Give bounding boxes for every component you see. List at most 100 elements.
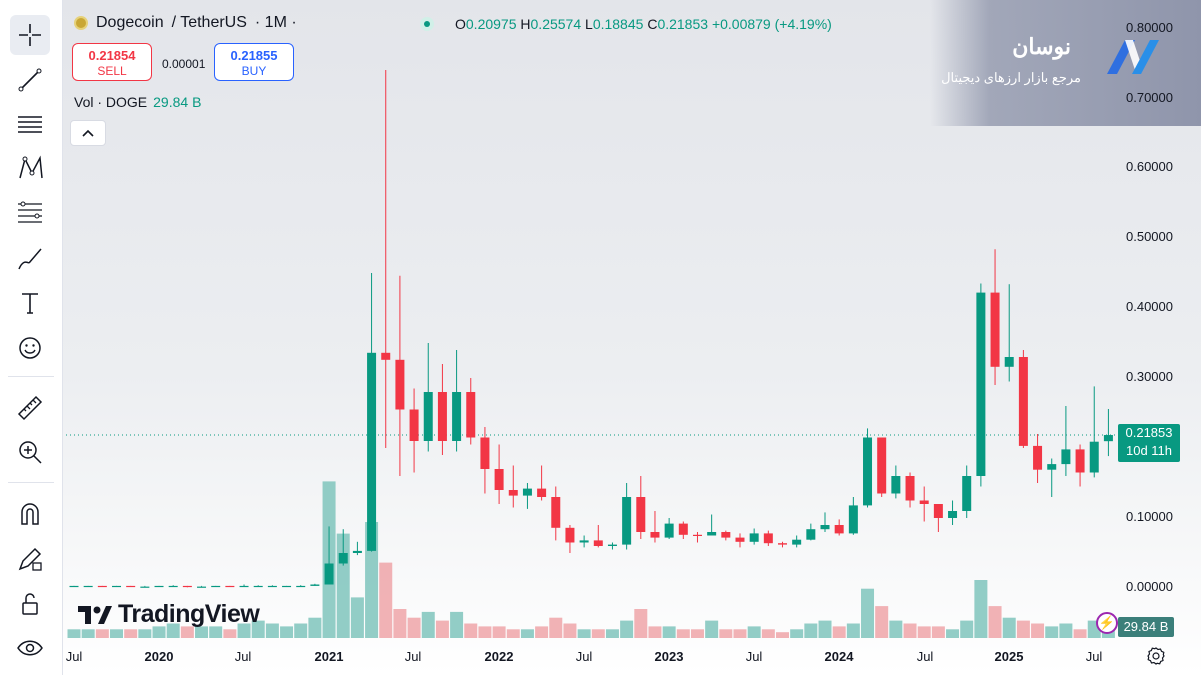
volume-bar xyxy=(761,629,775,638)
candle-body xyxy=(239,585,249,588)
pattern-icon[interactable] xyxy=(10,148,50,188)
volume-bar xyxy=(832,626,846,638)
symbol-name[interactable]: Dogecoin xyxy=(96,14,164,31)
volume-tag: 29.84 B xyxy=(1118,617,1174,637)
volume-bar xyxy=(478,626,492,638)
volume-bar xyxy=(138,629,152,638)
brush-icon[interactable] xyxy=(10,238,50,278)
collapse-legend-button[interactable] xyxy=(70,120,106,146)
volume-bar xyxy=(875,606,889,638)
volume-bar xyxy=(577,629,591,638)
volume-bar xyxy=(520,629,534,638)
crosshair-icon[interactable] xyxy=(10,15,50,55)
lightning-icon[interactable]: ⚡ xyxy=(1096,612,1118,634)
text-icon[interactable] xyxy=(10,283,50,323)
x-axis-label: Jul xyxy=(745,649,763,664)
candle-body xyxy=(508,490,518,496)
volume-bar xyxy=(365,522,379,638)
candle-body xyxy=(253,585,263,588)
volume-bar xyxy=(251,620,265,638)
volume-bar xyxy=(903,623,917,638)
volume-bar xyxy=(265,623,279,638)
candle-body xyxy=(409,409,419,441)
candle-body xyxy=(806,529,816,540)
candle-body xyxy=(565,527,575,543)
y-axis-label: 0.30000 xyxy=(1126,369,1173,384)
candle-body xyxy=(126,585,136,588)
volume-bar xyxy=(719,629,733,638)
candle-body xyxy=(721,532,731,538)
candle-body xyxy=(267,585,277,588)
candle-body xyxy=(423,392,433,441)
symbol-interval[interactable]: · 1M · xyxy=(254,14,297,31)
symbol-quote[interactable]: / TetherUS xyxy=(171,14,247,31)
volume-bar xyxy=(662,626,676,638)
candle-body xyxy=(962,476,972,511)
x-axis-label: 2020 xyxy=(144,649,174,664)
candle-body xyxy=(607,544,617,546)
volume-bar xyxy=(506,629,520,638)
sell-button[interactable]: 0.21854 SELL xyxy=(72,43,152,81)
lock-drawing-icon[interactable] xyxy=(10,539,50,579)
volume-bar xyxy=(846,623,860,638)
ruler-icon[interactable] xyxy=(10,388,50,428)
dogecoin-icon xyxy=(74,16,88,30)
volume-bar xyxy=(294,623,308,638)
volume-legend[interactable]: Vol · DOGE 29.84 B xyxy=(74,94,201,110)
volume-bar xyxy=(166,623,180,638)
candle-body xyxy=(990,292,1000,367)
candle-body xyxy=(83,585,93,588)
candle-body xyxy=(891,476,901,494)
x-axis-label: 2022 xyxy=(484,649,514,664)
volume-bar xyxy=(705,620,719,638)
buy-button[interactable]: 0.21855 BUY xyxy=(214,43,294,81)
volume-bar xyxy=(407,617,421,638)
candle-body xyxy=(1103,435,1113,442)
volume-bar xyxy=(605,629,619,638)
current-price-tag: 0.21853 10d 11h xyxy=(1118,424,1180,462)
volume-bar xyxy=(379,562,393,638)
volume-bar xyxy=(747,626,761,638)
volume-label: Vol · DOGE xyxy=(74,94,148,110)
x-axis-label: Jul xyxy=(575,649,593,664)
eye-icon[interactable] xyxy=(10,628,50,668)
candle-body xyxy=(820,525,830,530)
x-axis-label: Jul xyxy=(65,649,83,664)
chevron-up-icon xyxy=(82,129,94,137)
volume-bar xyxy=(790,629,804,638)
zoom-in-icon[interactable] xyxy=(10,432,50,472)
volume-bar xyxy=(733,629,747,638)
volume-bar xyxy=(988,606,1002,638)
fib-icon[interactable] xyxy=(10,192,50,232)
candle-body xyxy=(225,585,235,588)
candle-body xyxy=(749,533,759,542)
volume-bar xyxy=(1073,629,1087,638)
trendline-icon[interactable] xyxy=(10,60,50,100)
candle-body xyxy=(735,537,745,542)
candle-body xyxy=(792,539,802,545)
settings-gear-icon[interactable] xyxy=(1146,646,1166,666)
volume-bar xyxy=(549,617,563,638)
candle-body xyxy=(310,584,320,586)
y-axis-label: 0.40000 xyxy=(1126,299,1173,314)
candle-body xyxy=(664,523,674,538)
horizontal-lines-icon[interactable] xyxy=(10,104,50,144)
y-axis-label: 0.70000 xyxy=(1126,90,1173,105)
volume-value: 29.84 B xyxy=(153,94,202,110)
candle-body xyxy=(678,523,688,535)
candle-body xyxy=(381,352,391,360)
candle-body xyxy=(211,585,221,588)
volume-bar xyxy=(690,629,704,638)
volume-bar xyxy=(591,629,605,638)
volume-bar xyxy=(1016,620,1030,638)
emoji-icon[interactable] xyxy=(10,328,50,368)
magnet-icon[interactable] xyxy=(10,494,50,534)
candle-body xyxy=(707,532,717,536)
unlock-icon[interactable] xyxy=(10,584,50,624)
symbol-legend[interactable]: Dogecoin / TetherUS · 1M · xyxy=(74,14,297,32)
volume-bar xyxy=(620,620,634,638)
volume-bar xyxy=(237,623,251,638)
market-status-icon[interactable] xyxy=(420,17,434,31)
candle-body xyxy=(154,585,164,588)
